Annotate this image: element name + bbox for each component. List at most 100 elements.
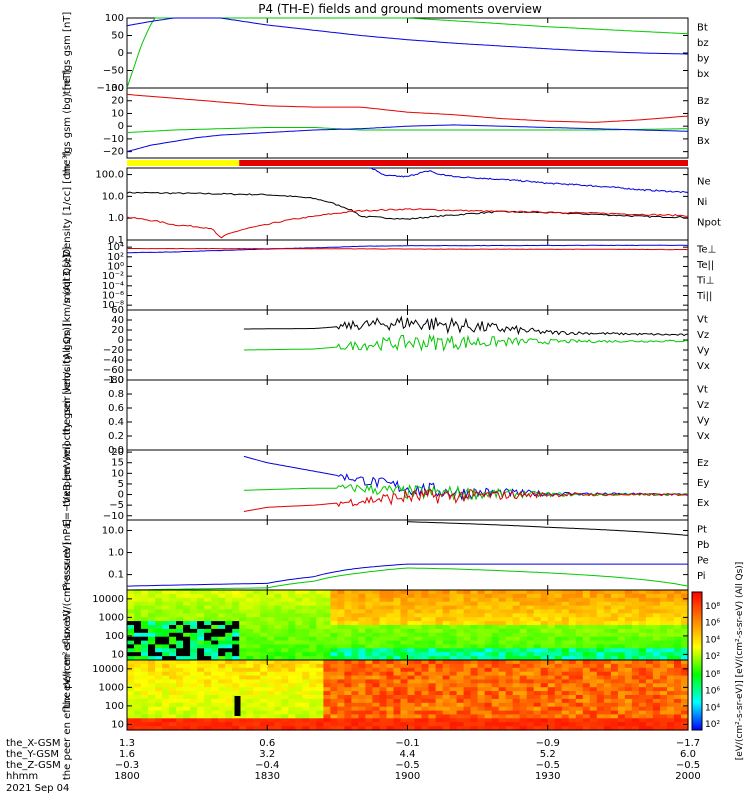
series-Te bbox=[127, 247, 689, 251]
heatmap-cell bbox=[631, 617, 640, 622]
heatmap-cell bbox=[414, 597, 423, 603]
heatmap-cell bbox=[274, 648, 282, 653]
heatmap-cell bbox=[582, 625, 591, 630]
heatmap-cell bbox=[190, 698, 198, 704]
heatmap-cell bbox=[323, 660, 331, 665]
heatmap-cell bbox=[302, 597, 310, 603]
heatmap-cell bbox=[162, 667, 170, 673]
heatmap-cell bbox=[603, 660, 612, 665]
heatmap-cell bbox=[568, 718, 577, 723]
heatmap-cell bbox=[631, 652, 640, 657]
heatmap-cell bbox=[267, 636, 275, 642]
heatmap-cell bbox=[351, 695, 359, 700]
heatmap-cell bbox=[253, 675, 261, 681]
heatmap-cell bbox=[281, 660, 289, 665]
heatmap-cell bbox=[428, 683, 437, 688]
heatmap-cell bbox=[407, 648, 416, 653]
heatmap-cell bbox=[442, 621, 451, 626]
heatmap-cell bbox=[330, 621, 338, 626]
heatmap-cell bbox=[596, 698, 605, 704]
heatmap-cell bbox=[561, 675, 570, 681]
heatmap-cell bbox=[239, 698, 247, 704]
heatmap-cell bbox=[288, 632, 296, 638]
heatmap-cell bbox=[435, 632, 444, 638]
heatmap-cell bbox=[183, 687, 191, 692]
heatmap-cell bbox=[660, 726, 668, 731]
heatmap-cell bbox=[575, 593, 584, 599]
heatmap-cell bbox=[491, 706, 500, 712]
heatmap-cell bbox=[554, 687, 563, 692]
heatmap-cell bbox=[421, 597, 430, 603]
heatmap-cell bbox=[667, 597, 675, 603]
heatmap-cell bbox=[162, 687, 170, 692]
legend-entry: Ex bbox=[697, 498, 709, 509]
heatmap-cell bbox=[575, 648, 584, 653]
heatmap-cell bbox=[624, 648, 633, 653]
heatmap-cell bbox=[393, 718, 402, 723]
heatmap-cell bbox=[498, 636, 507, 642]
heatmap-cell bbox=[667, 609, 675, 614]
heatmap-cell bbox=[660, 593, 668, 599]
heatmap-cell bbox=[421, 671, 430, 677]
heatmap-cell bbox=[225, 613, 233, 618]
heatmap-cell bbox=[519, 698, 528, 704]
heatmap-cell bbox=[477, 695, 486, 700]
heatmap-cell bbox=[169, 702, 177, 708]
heatmap-cell bbox=[681, 625, 689, 630]
heatmap-cell bbox=[176, 722, 184, 727]
heatmap-cell bbox=[267, 718, 275, 723]
y-tick-label: 0.8 bbox=[108, 389, 124, 400]
heatmap-cell bbox=[253, 679, 261, 684]
heatmap-cell bbox=[603, 621, 612, 626]
heatmap-cell bbox=[225, 702, 233, 708]
heatmap-cell bbox=[561, 652, 570, 657]
heatmap-cell bbox=[477, 671, 486, 677]
heatmap-cell bbox=[554, 644, 563, 649]
heatmap-cell bbox=[505, 640, 514, 646]
heatmap-cell bbox=[624, 698, 633, 704]
heatmap-cell bbox=[337, 710, 345, 716]
heatmap-cell bbox=[218, 691, 226, 696]
heatmap-cell bbox=[295, 644, 303, 649]
heatmap-cell bbox=[400, 613, 409, 618]
heatmap-cell bbox=[260, 663, 268, 669]
heatmap-cell bbox=[674, 613, 682, 618]
heatmap-cell bbox=[568, 671, 577, 677]
heatmap-cell bbox=[674, 648, 682, 653]
heatmap-cell bbox=[393, 605, 402, 611]
heatmap-cell bbox=[218, 679, 226, 684]
heatmap-cell bbox=[134, 722, 142, 727]
heatmap-cell bbox=[309, 706, 317, 712]
heatmap-cell bbox=[414, 706, 423, 712]
heatmap-cell bbox=[295, 656, 303, 661]
heatmap-cell bbox=[681, 660, 689, 665]
heatmap-cell bbox=[645, 621, 654, 626]
heatmap-cell bbox=[638, 667, 647, 673]
heatmap-cell bbox=[239, 687, 247, 692]
heatmap-cell bbox=[211, 667, 219, 673]
heatmap-cell bbox=[232, 628, 240, 634]
heatmap-cell bbox=[337, 698, 345, 704]
heatmap-cell bbox=[456, 714, 465, 719]
heatmap-cell bbox=[148, 621, 156, 626]
heatmap-cell bbox=[176, 675, 184, 681]
heatmap-cell bbox=[435, 613, 444, 618]
heatmap-cell bbox=[519, 636, 528, 642]
heatmap-cell bbox=[652, 718, 661, 723]
heatmap-cell bbox=[638, 695, 647, 700]
heatmap-cell bbox=[162, 714, 170, 719]
heatmap-cell bbox=[484, 605, 493, 611]
heatmap-cell bbox=[512, 691, 521, 696]
heatmap-cell bbox=[337, 613, 345, 618]
heatmap-cell bbox=[218, 660, 226, 665]
heatmap-cell bbox=[358, 714, 366, 719]
heatmap-cell bbox=[190, 617, 198, 622]
heatmap-cell bbox=[246, 605, 254, 611]
heatmap-cell bbox=[652, 648, 661, 653]
heatmap-cell bbox=[309, 628, 317, 634]
heatmap-cell bbox=[414, 695, 423, 700]
heatmap-cell bbox=[344, 675, 352, 681]
heatmap-cell bbox=[631, 628, 640, 634]
heatmap-cell bbox=[491, 601, 500, 607]
